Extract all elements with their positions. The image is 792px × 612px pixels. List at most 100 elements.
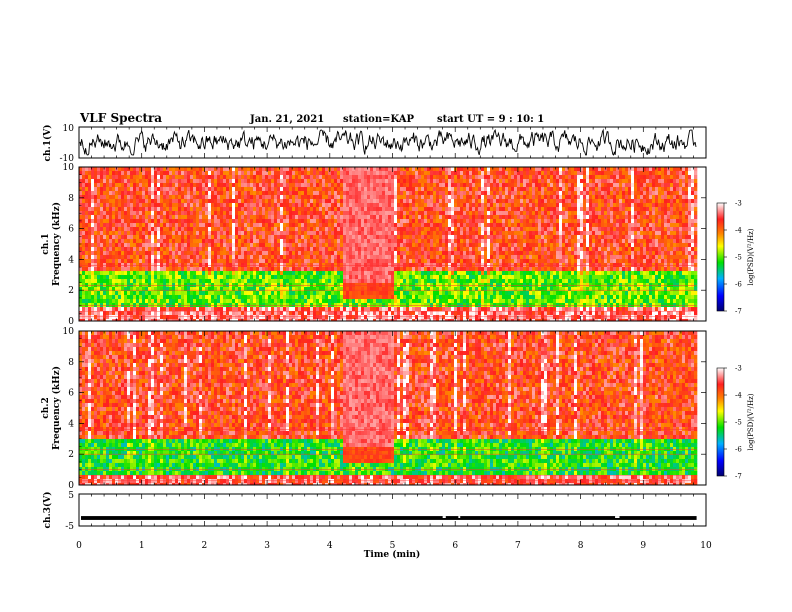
spectrogram-cell <box>169 191 173 196</box>
spectrogram-cell <box>157 295 161 300</box>
spectrogram-cell <box>328 187 332 192</box>
spectrogram-cell <box>82 319 86 321</box>
spectrogram-cell <box>175 255 179 260</box>
spectrogram-cell <box>304 319 308 321</box>
spectrogram-cell <box>184 279 188 284</box>
spectrogram-cell <box>385 227 389 232</box>
spectrogram-cell <box>133 239 137 244</box>
spectrogram-cell <box>385 195 389 200</box>
spectrogram-cell <box>88 235 92 240</box>
spectrogram-cell <box>259 315 263 320</box>
spectrogram-cell <box>373 279 377 284</box>
spectrogram-cell <box>322 243 326 248</box>
spectrogram-cell <box>367 235 371 240</box>
spectrogram-cell <box>124 247 128 252</box>
spectrogram-cell <box>142 299 146 304</box>
spectrogram-cell <box>304 195 308 200</box>
spectrogram-cell <box>295 235 299 240</box>
spectrogram-cell <box>238 271 242 276</box>
spectrogram-cell <box>160 259 164 264</box>
spectrogram-cell <box>163 227 167 232</box>
spectrogram-cell <box>424 279 428 284</box>
spectrogram-cell <box>355 171 359 176</box>
spectrogram-cell <box>328 275 332 280</box>
spectrogram-cell <box>166 227 170 232</box>
spectrogram-cell <box>301 215 305 220</box>
spectrogram-cell <box>109 299 113 304</box>
spectrogram-cell <box>304 171 308 176</box>
spectrogram-cell <box>103 219 107 224</box>
spectrogram-cell <box>295 231 299 236</box>
spectrogram-cell <box>169 259 173 264</box>
spectrogram-cell <box>451 291 455 296</box>
spectrogram-cell <box>196 299 200 304</box>
spectrogram-cell <box>94 275 98 280</box>
spectrogram-cell <box>268 275 272 280</box>
spectrogram-cell <box>280 183 284 188</box>
spectrogram-cell <box>121 199 125 204</box>
spectrogram-cell <box>184 255 188 260</box>
spectrogram-cell <box>220 291 224 296</box>
spectrogram-cell <box>433 315 437 320</box>
spectrogram-cell <box>376 243 380 248</box>
spectrogram-cell <box>379 319 383 321</box>
spectrogram-cell <box>229 195 233 200</box>
spectrogram-cell <box>352 231 356 236</box>
spectrogram-cell <box>292 311 296 316</box>
spectrogram-cell <box>106 247 110 252</box>
spectrogram-cell <box>340 235 344 240</box>
spectrogram-cell <box>313 183 317 188</box>
spectrogram-cell <box>376 175 380 180</box>
spectrogram-cell <box>127 211 131 216</box>
spectrogram-cell <box>427 319 431 321</box>
spectrogram-cell <box>403 311 407 316</box>
spectrogram-cell <box>334 203 338 208</box>
spectrogram-cell <box>367 283 371 288</box>
spectrogram-cell <box>202 183 206 188</box>
spectrogram-cell <box>292 227 296 232</box>
spectrogram-cell <box>418 191 422 196</box>
spectrogram-cell <box>292 183 296 188</box>
spectrogram-cell <box>232 183 236 188</box>
spectrogram-cell <box>397 191 401 196</box>
spectrogram-cell <box>445 207 449 212</box>
spectrogram-cell <box>418 231 422 236</box>
spectrogram-cell <box>160 319 164 321</box>
spectrogram-cell <box>148 203 152 208</box>
spectrogram-cell <box>286 171 290 176</box>
spectrogram-cell <box>214 175 218 180</box>
spectrogram-cell <box>349 195 353 200</box>
spectrogram-cell <box>139 219 143 224</box>
spectrogram-cell <box>379 219 383 224</box>
spectrogram-cell <box>346 207 350 212</box>
spectrogram-cell <box>349 207 353 212</box>
spectrogram-cell <box>427 207 431 212</box>
spectrogram-cell <box>226 303 230 308</box>
spectrogram-cell <box>223 283 227 288</box>
spectrogram-cell <box>337 319 341 321</box>
spectrogram-cell <box>385 219 389 224</box>
spectrogram-cell <box>361 295 365 300</box>
spectrogram-cell <box>172 203 176 208</box>
spectrogram-cell <box>403 231 407 236</box>
spectrogram-cell <box>313 271 317 276</box>
spectrogram-cell <box>316 307 320 312</box>
spectrogram-cell <box>280 279 284 284</box>
spectrogram-cell <box>343 279 347 284</box>
spectrogram-cell <box>82 239 86 244</box>
spectrogram-cell <box>286 299 290 304</box>
spectrogram-cell <box>235 283 239 288</box>
spectrogram-cell <box>94 191 98 196</box>
spectrogram-cell <box>244 295 248 300</box>
spectrogram-cell <box>184 231 188 236</box>
spectrogram-cell <box>175 259 179 264</box>
spectrogram-cell <box>220 315 224 320</box>
spectrogram-cell <box>373 231 377 236</box>
spectrogram-cell <box>334 235 338 240</box>
spectrogram-cell <box>325 307 329 312</box>
spectrogram-cell <box>328 279 332 284</box>
spectrogram-cell <box>199 171 203 176</box>
spectrogram-cell <box>376 259 380 264</box>
spectrogram-cell <box>325 267 329 272</box>
spectrogram-cell <box>139 231 143 236</box>
